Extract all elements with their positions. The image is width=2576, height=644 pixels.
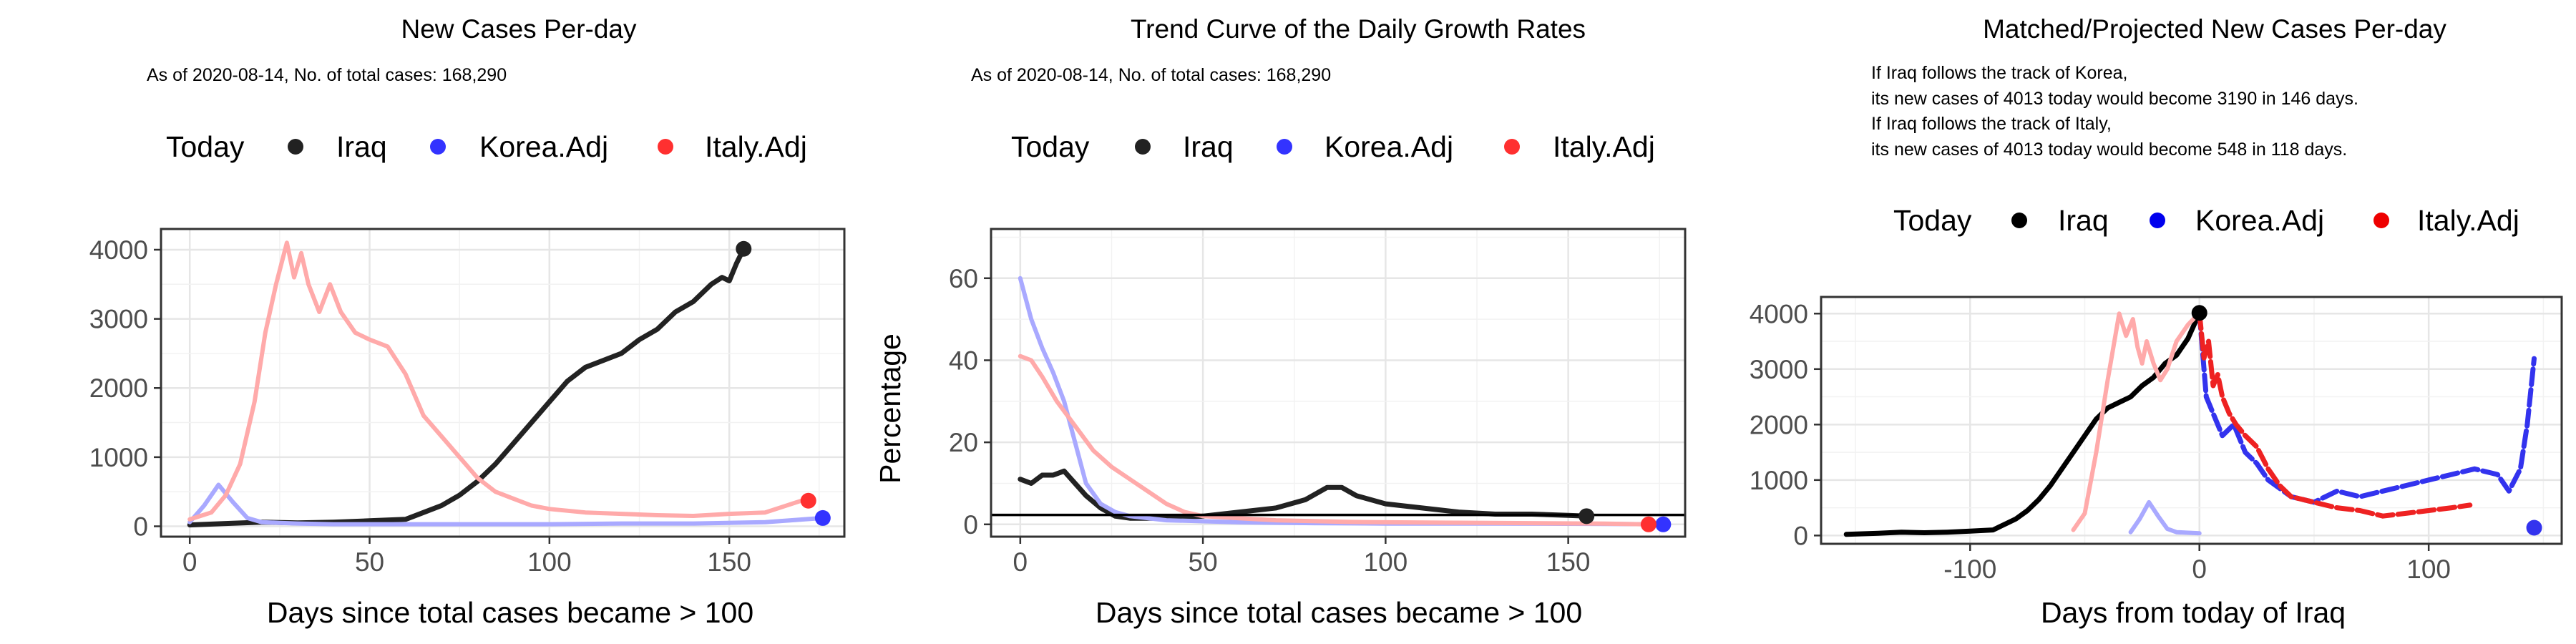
panel1-legend-label-korea: Korea.Adj <box>479 130 608 163</box>
y-tick-label: 3000 <box>1750 355 1808 384</box>
panel3-title: Matched/Projected New Cases Per-day <box>1983 14 2446 44</box>
panel2-frame <box>990 228 1687 538</box>
panel2-y-axis-label: Percentage <box>874 333 907 484</box>
panel1-subtitle: As of 2020-08-14, No. of total cases: 16… <box>147 65 507 85</box>
x-tick-label: 150 <box>1546 547 1591 577</box>
panel1-legend-key-iraq <box>288 139 303 155</box>
panel3-frame <box>1820 296 2563 545</box>
y-tick-label: 2000 <box>1750 410 1808 439</box>
series-line-iraq <box>1843 310 2202 537</box>
series-line-iraq <box>1018 468 1589 521</box>
panel3-legend-label-korea: Korea.Adj <box>2195 204 2324 237</box>
x-tick-label: 100 <box>2406 555 2451 584</box>
panel2-legend-key-iraq <box>1135 139 1151 155</box>
panel3-legend-key-korea <box>2150 213 2165 228</box>
series-line-korea-adj <box>2197 310 2537 505</box>
panel2-legend-key-italy <box>1504 139 1520 155</box>
y-tick-label: 3000 <box>89 305 148 334</box>
panel3-x-axis-label: Days from today of Iraq <box>2041 596 2346 629</box>
endpoint-korea-adj <box>814 509 831 526</box>
y-tick-label: 20 <box>949 428 978 457</box>
panel3-legend-label-iraq: Iraq <box>2058 204 2109 237</box>
series-line-italy-adj-past <box>2071 311 2202 532</box>
endpoint-iraq <box>1579 508 1595 525</box>
endpoint-iraq <box>736 240 752 257</box>
panel1-legend-key-italy <box>658 139 673 155</box>
panel2-legend-label-iraq: Iraq <box>1183 130 1234 163</box>
series-line-italy-adj <box>1018 353 1651 527</box>
panel3-legend-key-italy <box>2373 213 2389 228</box>
series-line-korea-adj-past <box>2128 499 2202 536</box>
panel-projected-cases: Matched/Projected New Cases Per-day If I… <box>1750 14 2563 629</box>
panel3-note-line-3: If Iraq follows the track of Italy, <box>1871 114 2112 134</box>
panel3-note-line-2: its new cases of 4013 today would become… <box>1871 89 2358 109</box>
y-tick-label: 0 <box>963 510 978 540</box>
panel1-frame <box>160 228 846 538</box>
x-tick-label: 0 <box>2192 555 2207 584</box>
x-tick-label: 0 <box>182 547 197 577</box>
panel3-legend-key-iraq <box>2011 213 2027 228</box>
panel3-legend: Today Iraq Korea.Adj Italy.Adj <box>1893 204 2519 237</box>
y-tick-label: 0 <box>133 512 148 542</box>
x-tick-label: 150 <box>707 547 751 577</box>
series-line-italy-adj <box>2197 310 2473 519</box>
x-tick-label: -100 <box>1943 555 1996 584</box>
x-tick-label: 50 <box>1189 547 1218 577</box>
panel2-legend-label-korea: Korea.Adj <box>1324 130 1453 163</box>
x-tick-label: 50 <box>355 547 384 577</box>
endpoint-korea-adj <box>2526 519 2542 536</box>
series-line-iraq <box>187 246 746 528</box>
panel3-legend-label-italy: Italy.Adj <box>2417 204 2519 237</box>
x-tick-label: 100 <box>1364 547 1408 577</box>
panel1-legend-label-italy: Italy.Adj <box>705 130 807 163</box>
panel2-legend-title: Today <box>1011 130 1090 163</box>
panel1-x-axis-label: Days since total cases became > 100 <box>267 596 753 629</box>
panel2-legend-key-korea <box>1277 139 1292 155</box>
panel1-legend-key-korea <box>430 139 446 155</box>
endpoint-italy-adj <box>1640 516 1657 532</box>
series-line-italy-adj <box>187 240 804 522</box>
endpoint-iraq <box>2191 305 2207 321</box>
y-tick-label: 4000 <box>1750 299 1808 328</box>
y-tick-label: 1000 <box>89 443 148 472</box>
y-tick-label: 0 <box>1793 521 1808 550</box>
panel3-series <box>1843 310 2537 537</box>
panel3-endpoints <box>2191 305 2542 536</box>
panel2-tick-labels: 0 50 100 150 0 20 40 60 <box>949 264 1591 577</box>
panel3-legend-title: Today <box>1893 204 1972 237</box>
panel3-note-line-1: If Iraq follows the track of Korea, <box>1871 63 2128 83</box>
y-tick-label: 2000 <box>89 374 148 403</box>
endpoint-korea-adj <box>1655 516 1672 532</box>
y-tick-label: 60 <box>949 264 978 293</box>
panel-new-cases: New Cases Per-day As of 2020-08-14, No. … <box>89 14 846 629</box>
y-tick-label: 1000 <box>1750 466 1808 495</box>
panel2-series <box>991 275 1685 527</box>
panel3-note-line-4: its new cases of 4013 today would become… <box>1871 140 2347 160</box>
endpoint-italy-adj <box>800 492 816 509</box>
x-tick-label: 0 <box>1013 547 1028 577</box>
panel2-endpoints <box>1579 508 1672 532</box>
panel1-legend: Today Iraq Korea.Adj Italy.Adj <box>166 130 807 163</box>
panel2-legend: Today Iraq Korea.Adj Italy.Adj <box>1011 130 1655 163</box>
x-tick-label: 100 <box>527 547 572 577</box>
panel1-title: New Cases Per-day <box>401 14 637 44</box>
panel1-tick-labels: 0 50 100 150 0 1000 2000 3000 4000 <box>89 235 751 577</box>
panel1-series <box>187 240 825 528</box>
panel2-x-axis-label: Days since total cases became > 100 <box>1096 596 1582 629</box>
panel2-subtitle: As of 2020-08-14, No. of total cases: 16… <box>971 65 1331 85</box>
y-tick-label: 40 <box>949 346 978 375</box>
panel1-legend-title: Today <box>166 130 245 163</box>
y-tick-label: 4000 <box>89 235 148 265</box>
panel2-legend-label-italy: Italy.Adj <box>1553 130 1655 163</box>
panel-growth-rates: Trend Curve of the Daily Growth Rates As… <box>874 14 1687 629</box>
panel1-endpoints <box>736 240 831 526</box>
panel2-title: Trend Curve of the Daily Growth Rates <box>1131 14 1586 44</box>
panel1-legend-label-iraq: Iraq <box>336 130 387 163</box>
